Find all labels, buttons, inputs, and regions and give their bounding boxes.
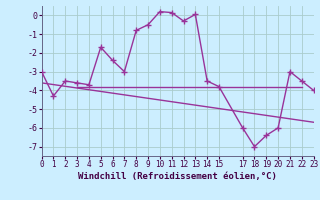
X-axis label: Windchill (Refroidissement éolien,°C): Windchill (Refroidissement éolien,°C) — [78, 172, 277, 181]
